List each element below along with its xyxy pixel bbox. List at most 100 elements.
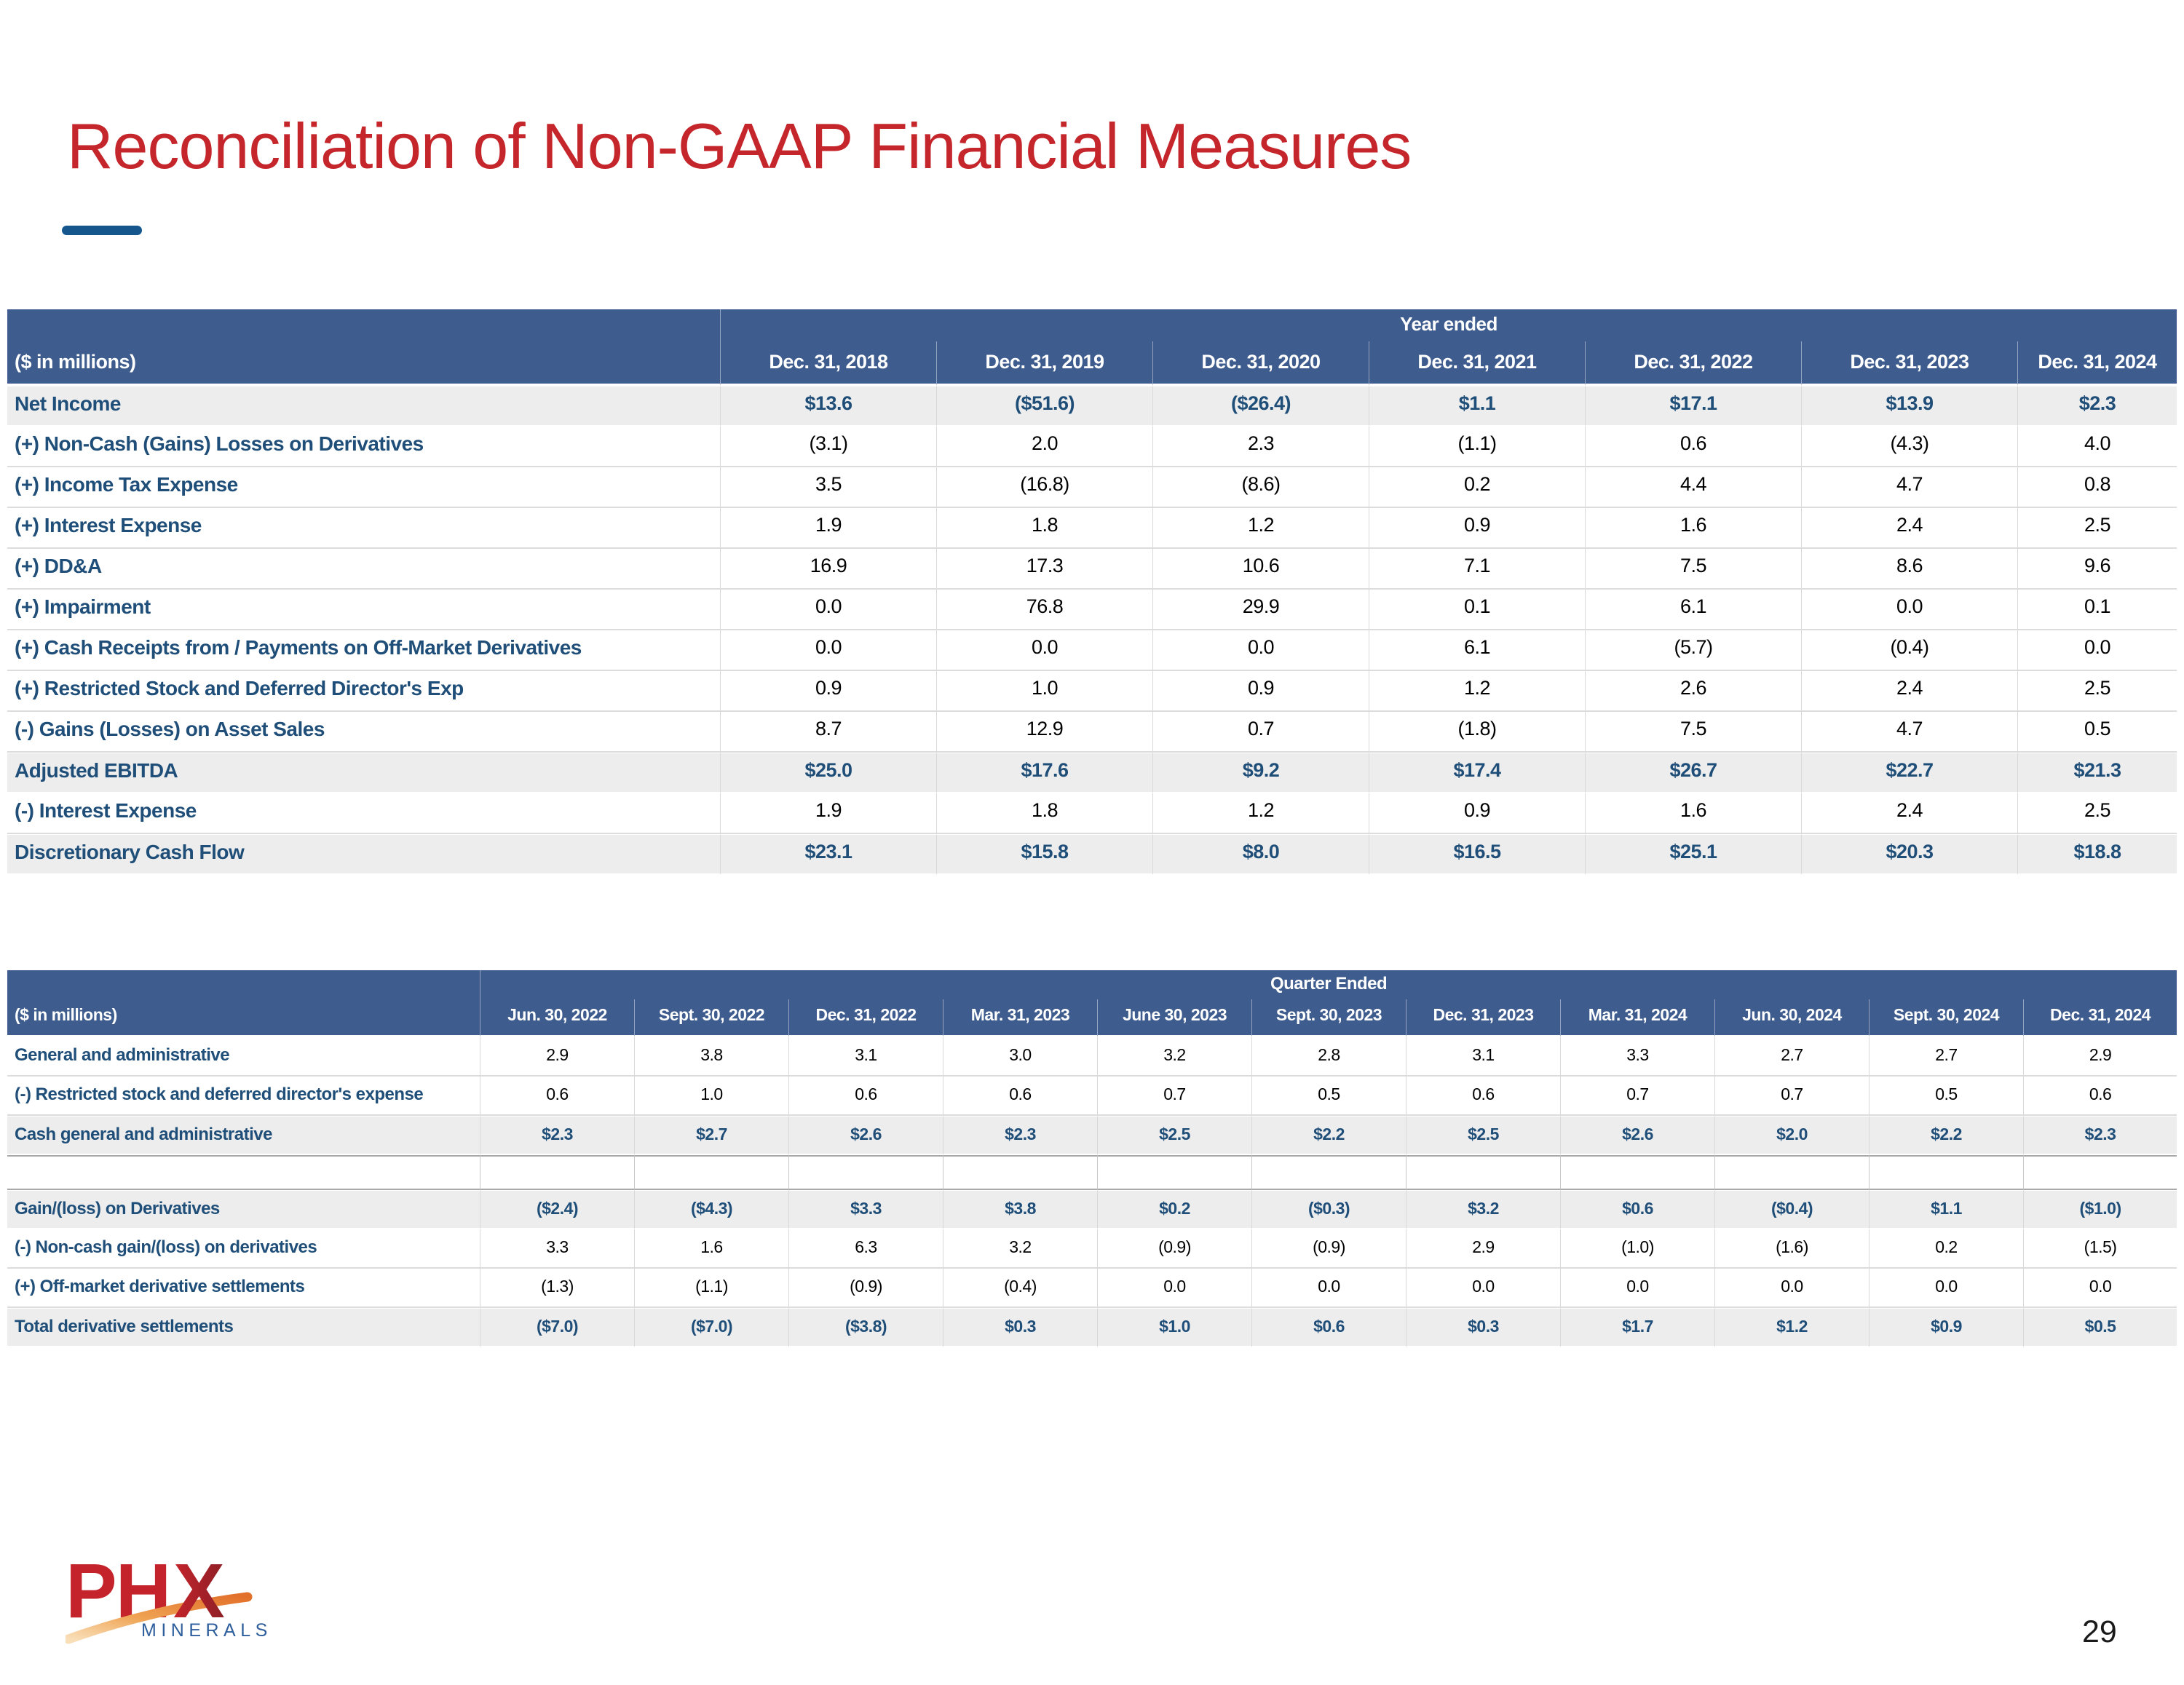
table-row: (+) Impairment 0.0 76.8 29.9 0.1 6.1 0.0 0.1: [7, 590, 2177, 630]
table-row: (+) Interest Expense 1.9 1.8 1.2 0.9 1.6 2.4 2.…: [7, 508, 2177, 549]
value-cell: ($1.0): [2024, 1190, 2177, 1229]
logo-text-minerals: MINERALS: [141, 1620, 272, 1641]
value-cell: $0.3: [943, 1308, 1098, 1347]
value-cell: 4.7: [1802, 467, 2018, 508]
row-label-cell: [7, 1155, 480, 1190]
value-cell: $17.1: [1586, 386, 1802, 427]
value-cell: 2.4: [1802, 508, 2018, 549]
value-cell: (1.0): [1561, 1229, 1715, 1269]
value-cell: $2.5: [1406, 1116, 1561, 1155]
phx-logo-svg: PH X MINERALS: [63, 1548, 272, 1644]
value-cell: [789, 1155, 943, 1190]
column-header-cell: Dec. 31, 2021: [1369, 341, 1586, 386]
group-header-cell: Quarter Ended: [480, 970, 2177, 999]
value-cell: ($26.4): [1153, 386, 1369, 427]
value-cell: 2.5: [2018, 508, 2177, 549]
value-cell: $23.1: [721, 834, 937, 875]
row-label-cell: (+) Cash Receipts from / Payments on Off…: [7, 630, 721, 671]
value-cell: $2.3: [2018, 386, 2177, 427]
value-cell: $1.1: [1870, 1190, 2024, 1229]
column-header-cell: Sept. 30, 2023: [1252, 999, 1406, 1037]
row-label-cell: (+) Interest Expense: [7, 508, 721, 549]
value-cell: (0.9): [789, 1269, 943, 1308]
column-header-cell: Jun. 30, 2024: [1715, 999, 1870, 1037]
value-cell: 0.8: [2018, 467, 2177, 508]
table-row: (-) Non-cash gain/(loss) on derivatives 3…: [7, 1229, 2177, 1269]
value-cell: 3.2: [943, 1229, 1098, 1269]
value-cell: $17.4: [1369, 753, 1586, 793]
value-cell: ($0.3): [1252, 1190, 1406, 1229]
table-row: Gain/(loss) on Derivatives ($2.4) ($4.3) $3…: [7, 1190, 2177, 1229]
logo-text-x: X: [173, 1555, 224, 1634]
value-cell: [480, 1155, 635, 1190]
value-cell: $2.7: [635, 1116, 789, 1155]
value-cell: $21.3: [2018, 753, 2177, 793]
value-cell: $0.9: [1870, 1308, 2024, 1347]
units-label-cell: ($ in millions): [7, 999, 480, 1037]
value-cell: 4.0: [2018, 427, 2177, 467]
value-cell: $15.8: [937, 834, 1153, 875]
value-cell: $2.6: [1561, 1116, 1715, 1155]
table-row: (-) Restricted stock and deferred direct…: [7, 1077, 2177, 1116]
group-header-cell: Year ended: [721, 309, 2177, 341]
value-cell: 0.7: [1153, 712, 1369, 753]
row-label-cell: Gain/(loss) on Derivatives: [7, 1190, 480, 1229]
value-cell: 0.5: [2018, 712, 2177, 753]
row-label-cell: (+) Income Tax Expense: [7, 467, 721, 508]
column-header-row: ($ in millions) Jun. 30, 2022 Sept. 30, 20…: [7, 999, 2177, 1037]
table-row: (-) Interest Expense 1.9 1.8 1.2 0.9 1.6 2.4 2.…: [7, 793, 2177, 834]
value-cell: $1.2: [1715, 1308, 1870, 1347]
value-cell: (4.3): [1802, 427, 2018, 467]
value-cell: 3.1: [1406, 1037, 1561, 1077]
value-cell: 1.9: [721, 793, 937, 834]
value-cell: 3.2: [1098, 1037, 1252, 1077]
column-header-cell: Dec. 31, 2022: [789, 999, 943, 1037]
value-cell: $22.7: [1802, 753, 2018, 793]
row-label-cell: (-) Gains (Losses) on Asset Sales: [7, 712, 721, 753]
value-cell: 0.9: [721, 671, 937, 712]
value-cell: 0.0: [721, 590, 937, 630]
value-cell: 0.6: [2024, 1077, 2177, 1116]
value-cell: 1.2: [1153, 508, 1369, 549]
value-cell: [1715, 1155, 1870, 1190]
value-cell: 1.6: [1586, 793, 1802, 834]
value-cell: 0.0: [1153, 630, 1369, 671]
value-cell: (1.1): [635, 1269, 789, 1308]
table-row: Adjusted EBITDA $25.0 $17.6 $9.2 $17.4 $26.7 $…: [7, 753, 2177, 793]
row-label-cell: (+) Off-market derivative settlements: [7, 1269, 480, 1308]
row-label-cell: Total derivative settlements: [7, 1308, 480, 1347]
value-cell: 0.0: [1406, 1269, 1561, 1308]
value-cell: $13.9: [1802, 386, 2018, 427]
logo-swoosh: [63, 1592, 253, 1644]
value-cell: 1.6: [1586, 508, 1802, 549]
value-cell: $13.6: [721, 386, 937, 427]
value-cell: $20.3: [1802, 834, 2018, 875]
value-cell: 1.9: [721, 508, 937, 549]
value-cell: $25.1: [1586, 834, 1802, 875]
value-cell: $0.6: [1561, 1190, 1715, 1229]
value-cell: $2.3: [2024, 1116, 2177, 1155]
value-cell: 1.0: [937, 671, 1153, 712]
table-row: Cash general and administrative $2.3 $2.7 $…: [7, 1116, 2177, 1155]
row-label-cell: (-) Non-cash gain/(loss) on derivatives: [7, 1229, 480, 1269]
value-cell: (5.7): [1586, 630, 1802, 671]
column-header-cell: Dec. 31, 2018: [721, 341, 937, 386]
value-cell: 76.8: [937, 590, 1153, 630]
value-cell: 0.6: [480, 1077, 635, 1116]
financial-table: Quarter Ended ($ in millions) Jun. 30, 202…: [7, 970, 2177, 1347]
value-cell: [1098, 1155, 1252, 1190]
value-cell: 1.8: [937, 793, 1153, 834]
value-cell: $1.7: [1561, 1308, 1715, 1347]
value-cell: (3.1): [721, 427, 937, 467]
row-label-cell: Adjusted EBITDA: [7, 753, 721, 793]
value-cell: (0.4): [943, 1269, 1098, 1308]
value-cell: 10.6: [1153, 549, 1369, 590]
value-cell: 1.6: [635, 1229, 789, 1269]
table-row: (-) Gains (Losses) on Asset Sales 8.7 12.9…: [7, 712, 2177, 753]
value-cell: 0.0: [1252, 1269, 1406, 1308]
value-cell: 0.9: [1369, 508, 1586, 549]
value-cell: 6.1: [1586, 590, 1802, 630]
column-header-cell: Dec. 31, 2019: [937, 341, 1153, 386]
table-row: Net Income $13.6 ($51.6) ($26.4) $1.1 $17.1 $1…: [7, 386, 2177, 427]
value-cell: $3.8: [943, 1190, 1098, 1229]
